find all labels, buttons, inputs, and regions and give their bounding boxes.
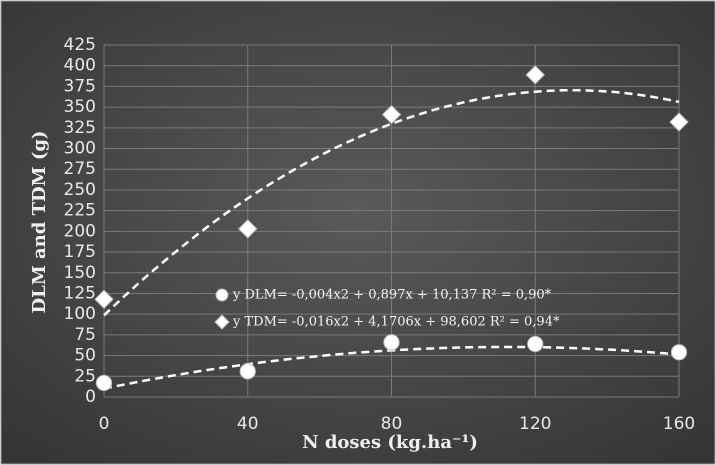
data-point bbox=[239, 363, 256, 380]
y-tick-label: 325 bbox=[64, 118, 96, 138]
y-tick-label: 400 bbox=[64, 56, 96, 76]
y-tick-label: 375 bbox=[64, 76, 96, 96]
y-tick-label: 350 bbox=[64, 97, 96, 117]
y-axis-title: DLM and TDM (g) bbox=[29, 131, 50, 314]
y-tick-label: 0 bbox=[85, 387, 96, 407]
legend-label: y TDM= -0,016x2 + 4,1706x + 98,602 R² = … bbox=[232, 315, 560, 330]
data-point bbox=[527, 335, 544, 353]
x-tick-label: 40 bbox=[237, 414, 259, 434]
data-point bbox=[383, 334, 400, 351]
data-point bbox=[525, 65, 545, 85]
y-tick-label: 125 bbox=[64, 283, 96, 303]
y-tick-label: 275 bbox=[64, 159, 96, 179]
x-tick-label: 80 bbox=[381, 414, 403, 434]
x-tick-label: 120 bbox=[519, 414, 551, 434]
y-tick-label: 425 bbox=[64, 35, 96, 55]
y-tick-label: 75 bbox=[74, 325, 96, 345]
x-tick-label: 160 bbox=[663, 414, 695, 434]
y-tick-label: 150 bbox=[64, 263, 96, 283]
y-tick-label: 50 bbox=[74, 346, 96, 366]
x-axis-title: N doses (kg.ha⁻¹) bbox=[302, 432, 478, 453]
legend-marker bbox=[214, 314, 230, 330]
y-tick-label: 300 bbox=[64, 139, 96, 159]
x-tick-label: 0 bbox=[99, 414, 110, 434]
y-tick-label: 250 bbox=[64, 180, 96, 200]
y-tick-label: 175 bbox=[64, 242, 96, 262]
data-point bbox=[238, 219, 258, 239]
legend-label: y DLM= -0,004x2 + 0,897x + 10,137 R² = 0… bbox=[232, 288, 552, 303]
y-tick-label: 100 bbox=[64, 304, 96, 324]
data-point bbox=[94, 289, 114, 309]
y-tick-label: 25 bbox=[74, 366, 96, 386]
data-point bbox=[381, 104, 402, 125]
data-point bbox=[95, 374, 113, 392]
data-point bbox=[670, 344, 688, 361]
y-tick-label: 225 bbox=[64, 201, 96, 221]
y-tick-label: 200 bbox=[64, 221, 96, 241]
legend-marker bbox=[215, 288, 229, 302]
data-point bbox=[669, 112, 689, 132]
